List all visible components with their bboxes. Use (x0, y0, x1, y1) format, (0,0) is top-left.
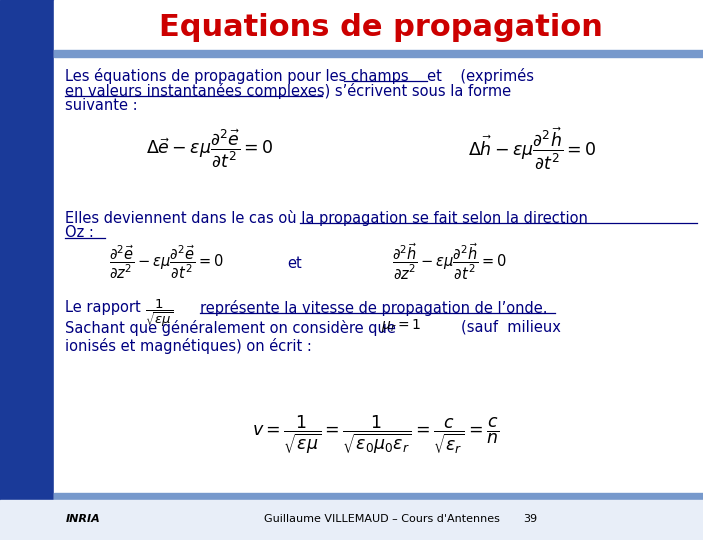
Text: (sauf  milieux: (sauf milieux (461, 320, 561, 335)
Text: Sachant que généralement on considère que: Sachant que généralement on considère qu… (66, 320, 396, 336)
Text: Equations de propagation: Equations de propagation (159, 14, 603, 43)
Text: $v = \dfrac{1}{\sqrt{\varepsilon\mu}} = \dfrac{1}{\sqrt{\varepsilon_0\mu_0\varep: $v = \dfrac{1}{\sqrt{\varepsilon\mu}} = … (253, 414, 500, 456)
Text: Oz :: Oz : (66, 225, 94, 240)
Bar (54, 493, 703, 500)
Text: Le rapport: Le rapport (66, 300, 141, 315)
Text: INRIA: INRIA (66, 514, 100, 524)
Bar (0, 500, 703, 540)
Text: représente la vitesse de propagation de l’onde.: représente la vitesse de propagation de … (200, 300, 548, 316)
Text: $\dfrac{1}{\sqrt{\varepsilon\mu}}$: $\dfrac{1}{\sqrt{\varepsilon\mu}}$ (145, 297, 174, 329)
Text: ionisés et magnétiques) on écrit :: ionisés et magnétiques) on écrit : (66, 338, 312, 354)
Bar (54, 50, 703, 57)
Text: 39: 39 (523, 514, 538, 524)
Text: $\Delta\vec{e} - \varepsilon\mu\dfrac{\partial^2\vec{e}}{\partial t^2} = 0$: $\Delta\vec{e} - \varepsilon\mu\dfrac{\p… (146, 127, 274, 169)
Text: $\Delta\vec{h} - \varepsilon\mu\dfrac{\partial^2\vec{h}}{\partial t^2} = 0$: $\Delta\vec{h} - \varepsilon\mu\dfrac{\p… (468, 125, 596, 171)
Text: Elles deviennent dans le cas où la propagation se fait selon la direction: Elles deviennent dans le cas où la propa… (66, 210, 588, 226)
Text: suivante :: suivante : (66, 98, 138, 113)
Text: Les équations de propagation pour les champs    et    (exprimés: Les équations de propagation pour les ch… (66, 68, 534, 84)
Text: Guillaume VILLEMAUD – Cours d'Antennes: Guillaume VILLEMAUD – Cours d'Antennes (264, 514, 500, 524)
Bar (0, 0, 54, 540)
Text: $\dfrac{\partial^2\vec{e}}{\partial z^2} - \varepsilon\mu\dfrac{\partial^2\vec{e: $\dfrac{\partial^2\vec{e}}{\partial z^2}… (109, 243, 223, 281)
Text: et: et (287, 256, 302, 272)
Text: en valeurs instantanées complexes) s’écrivent sous la forme: en valeurs instantanées complexes) s’écr… (66, 83, 512, 99)
Text: $\mu_r = 1$: $\mu_r = 1$ (381, 317, 421, 334)
Text: $\dfrac{\partial^2\vec{h}}{\partial z^2} - \varepsilon\mu\dfrac{\partial^2\vec{h: $\dfrac{\partial^2\vec{h}}{\partial z^2}… (392, 242, 507, 282)
